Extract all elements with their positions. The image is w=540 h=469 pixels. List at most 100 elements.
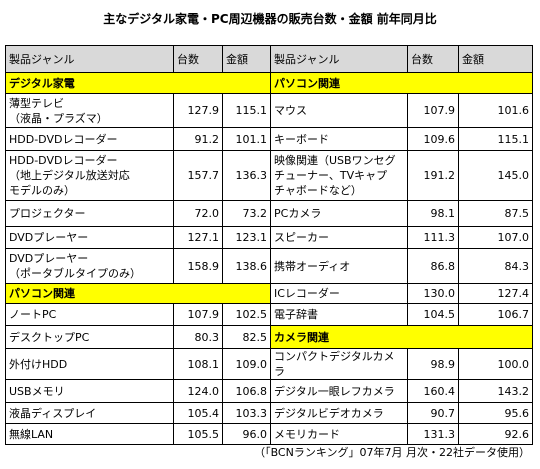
units-ratio: 158.9 [173, 248, 223, 284]
units-ratio: 86.8 [407, 248, 459, 284]
units-ratio: 127.1 [173, 226, 223, 249]
product-name: DVDプレーヤー [5, 226, 174, 249]
row: デスクトップPC 80.3 82.5 カメラ関連 [5, 325, 533, 349]
amount-ratio: 136.3 [222, 150, 271, 201]
product-name: メモリカード [270, 423, 408, 445]
amount-ratio: 115.1 [222, 93, 271, 128]
amount-ratio: 95.6 [458, 402, 533, 424]
product-name: プロジェクター [5, 200, 174, 227]
row: 無線LAN 105.5 96.0 メモリカード 131.3 92.6 [5, 423, 533, 445]
column-header: 製品ジャンル [270, 45, 408, 73]
section-header: パソコン関連 [5, 283, 271, 304]
units-ratio: 108.1 [173, 348, 223, 380]
units-ratio: 124.0 [173, 379, 223, 403]
units-ratio: 98.9 [407, 348, 459, 380]
amount-ratio: 87.5 [458, 200, 533, 227]
product-name: コンパクトデジタルカメラ [270, 348, 408, 380]
row: 外付けHDD 108.1 109.0 コンパクトデジタルカメラ 98.9 100.0 [5, 348, 533, 380]
units-ratio: 80.3 [173, 325, 223, 349]
amount-ratio: 127.4 [458, 283, 533, 304]
product-name: 電子辞書 [270, 303, 408, 326]
product-name: 液晶ディスプレイ [5, 402, 174, 424]
column-header: 台数 [173, 45, 223, 73]
product-name: 外付けHDD [5, 348, 174, 380]
section-header: デジタル家電 [5, 72, 271, 94]
product-name: マウス [270, 93, 408, 128]
row: デジタル家電 パソコン関連 [5, 72, 533, 94]
amount-ratio: 96.0 [222, 423, 271, 445]
header-row: 製品ジャンル 台数 金額 製品ジャンル 台数 金額 [5, 45, 533, 73]
units-ratio: 105.4 [173, 402, 223, 424]
section-header: パソコン関連 [270, 72, 533, 94]
units-ratio: 107.9 [173, 303, 223, 326]
product-name: HDD-DVDレコーダー [5, 127, 174, 151]
units-ratio: 130.0 [407, 283, 459, 304]
product-name: ICレコーダー [270, 283, 408, 304]
row: ノートPC 107.9 102.5 電子辞書 104.5 106.7 [5, 303, 533, 326]
footer: （「BCNランキング」07年7月 月次・22社データ使用） [254, 446, 530, 459]
amount-ratio: 109.0 [222, 348, 271, 380]
units-ratio: 131.3 [407, 423, 459, 445]
row: USBメモリ 124.0 106.8 デジタル一眼レフカメラ 160.4 143.2 [5, 379, 533, 403]
amount-ratio: 123.1 [222, 226, 271, 249]
units-ratio: 160.4 [407, 379, 459, 403]
amount-ratio: 92.6 [458, 423, 533, 445]
product-name: PCカメラ [270, 200, 408, 227]
product-name: 携帯オーディオ [270, 248, 408, 284]
section-header: カメラ関連 [270, 325, 533, 349]
product-name: DVDプレーヤー （ポータブルタイプのみ） [5, 248, 174, 284]
product-name: デスクトップPC [5, 325, 174, 349]
product-name: ノートPC [5, 303, 174, 326]
title: 主なデジタル家電・PC周辺機器の販売台数・金額 前年同月比 [103, 12, 437, 26]
amount-ratio: 73.2 [222, 200, 271, 227]
product-name: スピーカー [270, 226, 408, 249]
row: 液晶ディスプレイ 105.4 103.3 デジタルビデオカメラ 90.7 95.6 [5, 402, 533, 424]
amount-ratio: 103.3 [222, 402, 271, 424]
amount-ratio: 145.0 [458, 150, 533, 201]
column-header: 製品ジャンル [5, 45, 174, 73]
units-ratio: 111.3 [407, 226, 459, 249]
product-name: キーボード [270, 127, 408, 151]
row: HDD-DVDレコーダー （地上デジタル放送対応 モデルのみ） 157.7 136.… [5, 150, 533, 201]
row: 薄型テレビ （液晶・プラズマ） 127.9 115.1 マウス 107.9 101.6 [5, 93, 533, 128]
amount-ratio: 143.2 [458, 379, 533, 403]
column-header: 金額 [222, 45, 271, 73]
row: プロジェクター 72.0 73.2 PCカメラ 98.1 87.5 [5, 200, 533, 227]
row: DVDプレーヤー 127.1 123.1 スピーカー 111.3 107.0 [5, 226, 533, 249]
product-name: デジタルビデオカメラ [270, 402, 408, 424]
amount-ratio: 106.7 [458, 303, 533, 326]
amount-ratio: 102.5 [222, 303, 271, 326]
units-ratio: 91.2 [173, 127, 223, 151]
units-ratio: 107.9 [407, 93, 459, 128]
product-name: デジタル一眼レフカメラ [270, 379, 408, 403]
product-name: 薄型テレビ （液晶・プラズマ） [5, 93, 174, 128]
units-ratio: 90.7 [407, 402, 459, 424]
amount-ratio: 138.6 [222, 248, 271, 284]
product-name: HDD-DVDレコーダー （地上デジタル放送対応 モデルのみ） [5, 150, 174, 201]
amount-ratio: 115.1 [458, 127, 533, 151]
column-header: 金額 [458, 45, 533, 73]
amount-ratio: 84.3 [458, 248, 533, 284]
units-ratio: 127.9 [173, 93, 223, 128]
amount-ratio: 82.5 [222, 325, 271, 349]
units-ratio: 98.1 [407, 200, 459, 227]
amount-ratio: 100.0 [458, 348, 533, 380]
product-name: 無線LAN [5, 423, 174, 445]
units-ratio: 109.6 [407, 127, 459, 151]
amount-ratio: 106.8 [222, 379, 271, 403]
units-ratio: 104.5 [407, 303, 459, 326]
row: HDD-DVDレコーダー 91.2 101.1 キーボード 109.6 115.1 [5, 127, 533, 151]
amount-ratio: 107.0 [458, 226, 533, 249]
column-header: 台数 [407, 45, 459, 73]
product-name: USBメモリ [5, 379, 174, 403]
units-ratio: 157.7 [173, 150, 223, 201]
row: パソコン関連 ICレコーダー 130.0 127.4 [5, 283, 533, 304]
units-ratio: 105.5 [173, 423, 223, 445]
row: DVDプレーヤー （ポータブルタイプのみ） 158.9 138.6 携帯オーディオ 86… [5, 248, 533, 284]
units-ratio: 191.2 [407, 150, 459, 201]
amount-ratio: 101.6 [458, 93, 533, 128]
amount-ratio: 101.1 [222, 127, 271, 151]
product-name: 映像関連（USBワンセグ チューナー、TVキャプ チャボードなど） [270, 150, 408, 201]
units-ratio: 72.0 [173, 200, 223, 227]
